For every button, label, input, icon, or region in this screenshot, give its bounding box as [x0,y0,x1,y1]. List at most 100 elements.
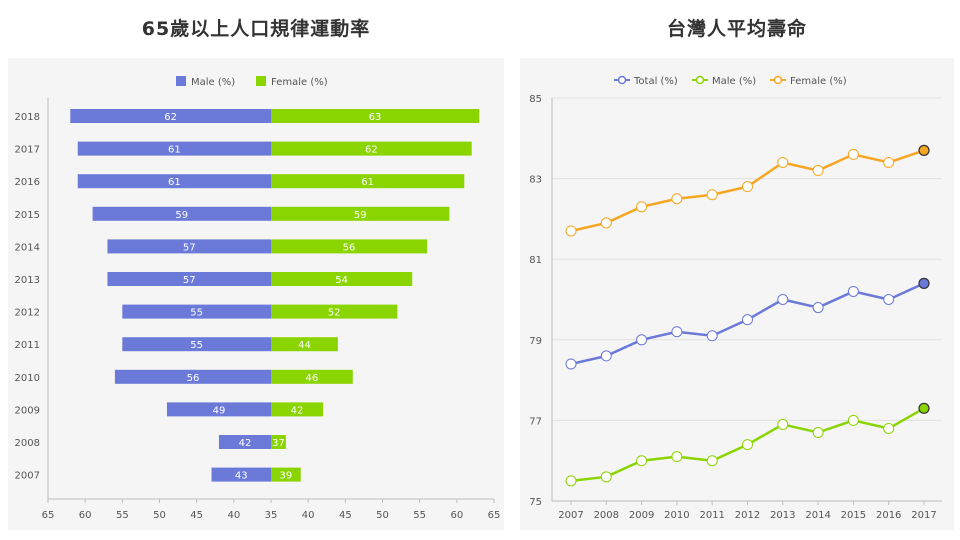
series-point-2 [742,181,753,193]
male-bar [218,435,271,449]
y-tick-label: 2007 [15,471,40,482]
male-bar [166,402,271,417]
series-point-2 [918,144,930,156]
y-tick-label: 85 [529,94,542,105]
x-tick-label: 60 [450,510,463,521]
x-tick-label: 2012 [735,510,760,521]
female-bar-value: 39 [279,471,292,482]
male-bar [114,369,272,384]
female-bar [271,467,301,482]
legend-label-0: Total (%) [633,76,678,87]
male-bar [92,206,271,221]
x-tick-label: 65 [42,510,55,521]
series-point-1 [706,455,718,467]
line-legend: Total (%) Male (%) Female (%) [614,75,847,87]
y-tick-label: 2013 [15,275,40,286]
legend-marker-1 [695,75,705,85]
legend-swatch-0 [176,76,186,86]
male-bar [77,141,271,156]
y-tick-label: 2016 [15,177,40,188]
legend-swatch-1 [256,76,266,86]
female-bar [271,402,324,417]
x-tick-label: 2014 [805,510,830,521]
y-tick-label: 81 [529,255,542,266]
x-tick-label: 40 [227,510,240,521]
male-bar-value: 62 [164,112,177,123]
female-bar-value: 46 [306,373,319,384]
series-point-0 [565,358,577,370]
male-bar-value: 61 [168,145,181,156]
female-bar-value: 61 [361,177,374,188]
exercise-rate-chart-panel: Male (%) Female (%) 65 60 55 50 45 40 35 40 45 50 55… [8,58,504,530]
x-tick-label: 45 [339,510,352,521]
male-bar-value: 57 [183,242,196,253]
y-tick-label: 79 [529,336,542,347]
male-bar-value: 55 [190,340,203,351]
y-tick-label: 2018 [15,112,40,123]
male-bar [77,174,271,189]
series-point-2 [847,148,859,160]
x-tick-label: 2010 [664,510,689,521]
legend-marker-0 [617,75,627,85]
y-tick-label: 2010 [15,373,40,384]
y-tick-label: 2011 [15,340,40,351]
series-point-0 [671,326,683,338]
y-tick-label: 2009 [15,405,40,416]
legend-label-1: Male (%) [712,76,756,87]
exercise-rate-bar-chart: Male (%) Female (%) 65 60 55 50 45 40 35 40 45 50 55… [15,76,500,521]
series-point-2 [777,156,789,168]
female-bar-value: 56 [343,242,356,253]
y-tick-label: 2017 [15,145,40,156]
male-bar [107,272,271,286]
x-tick-label: 2011 [699,510,724,521]
series-point-2 [565,225,577,237]
right-chart-title: 台灣人平均壽命 [666,18,807,40]
male-bar-value: 49 [213,405,226,416]
male-bar-value: 57 [183,275,196,286]
series-point-2 [671,193,683,205]
female-bar-value: 62 [365,145,378,156]
legend-marker-2 [773,75,783,85]
bar-legend: Male (%) Female (%) [176,76,328,88]
series-point-1 [565,475,577,487]
female-bar-value: 54 [335,275,348,286]
male-bar-value: 43 [235,471,248,482]
male-bar [122,304,271,319]
series-point-1 [883,422,895,434]
female-bar [271,272,413,286]
x-tick-label: 2015 [841,510,866,521]
series-point-0 [742,314,753,326]
male-bar-value: 55 [190,308,203,319]
female-bar [271,239,428,254]
y-tick-label: 2008 [15,438,40,449]
male-bar-value: 61 [168,177,181,188]
legend-label-0: Male (%) [191,77,235,88]
left-chart-title: 65歲以上人口規律運動率 [141,18,371,40]
series-point-2 [812,165,824,177]
series-point-1 [636,455,648,467]
series-point-0 [706,330,718,342]
x-tick-label: 2017 [911,510,936,521]
series-point-1 [777,418,789,430]
male-bar-value: 42 [239,438,252,449]
series-point-1 [742,439,753,451]
female-bar [271,174,465,189]
x-tick-label: 45 [190,510,203,521]
series-point-1 [671,451,683,463]
male-bar-value: 59 [175,210,188,221]
female-bar-value: 37 [272,438,285,449]
series-point-0 [812,302,824,314]
series-point-0 [883,294,895,305]
x-tick-label: 2008 [594,510,619,521]
series-point-0 [600,350,612,362]
life-expectancy-chart-panel: 85 83 81 79 77 75 2007 2008 2009 2010 2011 2012 2013… [520,58,954,530]
x-tick-label: 2009 [629,510,654,521]
female-bar [271,304,398,319]
series-point-2 [600,217,612,229]
series-point-2 [883,156,895,168]
legend-label-1: Female (%) [271,77,328,88]
series-point-0 [918,277,930,289]
series-point-0 [847,285,859,297]
female-bar [271,369,353,384]
female-bar-value: 42 [291,405,304,416]
